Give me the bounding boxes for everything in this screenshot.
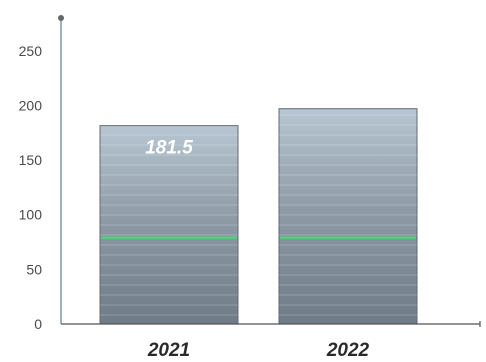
- y-tick-label: 150: [19, 152, 43, 168]
- data-label-2021: 181.5: [145, 138, 193, 159]
- bar-texture-2021: [100, 125, 238, 325]
- y-tick-label: 250: [19, 43, 43, 59]
- bars-group: 181.5: [99, 108, 418, 325]
- category-labels: 2021 2022: [147, 340, 370, 361]
- y-tick-label: 0: [34, 316, 42, 332]
- axes-group: [58, 15, 481, 327]
- y-tick-label: 50: [26, 261, 42, 277]
- bar-texture-2022: [279, 108, 417, 324]
- y-tick-labels: 0 50 100 150 200 250: [19, 43, 43, 332]
- category-label-2021: 2021: [147, 340, 190, 361]
- category-label-2022: 2022: [326, 340, 370, 361]
- y-tick-label: 100: [19, 207, 43, 223]
- y-tick-label: 200: [19, 97, 43, 113]
- y-axis-cap-dot: [58, 15, 64, 21]
